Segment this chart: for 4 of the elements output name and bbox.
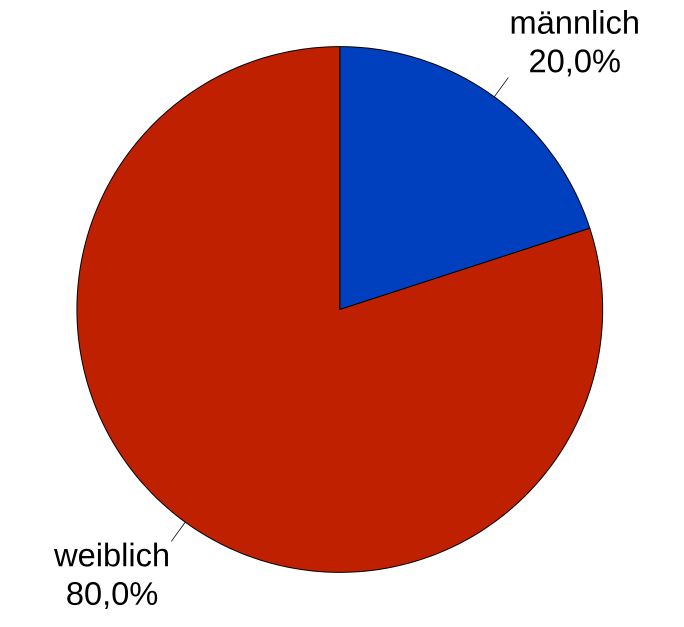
data-label: 80,0% (67, 582, 158, 609)
slice-label: männlich (512, 10, 638, 34)
data-label: 20,0% (530, 49, 620, 76)
slice-label: weiblich (54, 542, 168, 567)
